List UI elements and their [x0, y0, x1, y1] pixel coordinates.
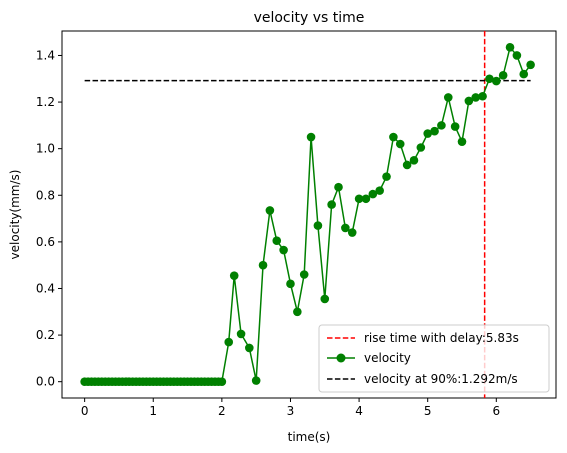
data-point	[498, 70, 508, 80]
legend-box	[318, 324, 550, 393]
y-axis-ticks: 0.0 0.2 0.4 0.6 0.8 1.0 1.2 1.4	[36, 48, 62, 389]
y-tick-label: 0.2	[36, 328, 55, 342]
data-point	[293, 307, 302, 317]
data-point	[272, 236, 282, 246]
data-point	[457, 137, 467, 146]
data-point	[217, 377, 227, 386]
legend-item-velocity: velocity	[327, 351, 411, 365]
data-point	[512, 51, 522, 60]
data-point	[236, 329, 246, 339]
data-point	[416, 143, 426, 152]
y-tick-label: 1.4	[36, 48, 55, 62]
data-point	[437, 121, 446, 130]
data-point	[389, 132, 398, 142]
data-point	[327, 200, 336, 209]
data-point	[306, 132, 316, 142]
y-tick-label: 0.6	[36, 235, 55, 249]
reference-lines	[84, 31, 531, 398]
data-point	[430, 126, 439, 136]
data-point	[334, 182, 343, 192]
data-point	[478, 91, 487, 101]
data-point	[361, 194, 371, 204]
x-axis-label: time(s)	[288, 430, 331, 444]
plot-area: 0 1 2 3 4 5 6 0.0 0.2 0.4 0.6 0.8 1.0 1.2 1.4	[36, 30, 557, 418]
x-tick-label: 6	[492, 404, 500, 418]
data-point	[286, 279, 295, 289]
y-tick-label: 1.0	[36, 142, 55, 156]
data-point	[526, 60, 535, 70]
x-axis-ticks: 0 1 2 3 4 5 6	[81, 398, 500, 418]
data-point	[519, 69, 529, 79]
data-point	[368, 189, 378, 199]
legend: rise time with delay:5.83s velocity velo…	[318, 324, 550, 393]
x-tick-label: 5	[424, 404, 432, 418]
data-point	[485, 74, 494, 84]
data-point	[347, 228, 357, 237]
legend-marker-velocity	[336, 353, 346, 363]
data-point	[299, 270, 309, 279]
data-point	[375, 186, 384, 195]
data-point	[471, 93, 481, 102]
data-point	[341, 223, 350, 233]
data-point	[354, 194, 364, 204]
data-point	[245, 343, 254, 353]
data-point	[224, 337, 234, 347]
data-point	[450, 122, 460, 131]
legend-item-90-percent: velocity at 90%:1.292m/s	[327, 372, 518, 386]
x-tick-label: 3	[287, 404, 295, 418]
data-point	[265, 206, 275, 215]
x-tick-label: 4	[355, 404, 363, 418]
data-point	[409, 156, 419, 165]
y-tick-label: 0.0	[36, 375, 55, 389]
legend-label-90-percent: velocity at 90%:1.292m/s	[364, 372, 518, 386]
data-point	[279, 245, 288, 255]
data-point	[423, 129, 432, 138]
legend-label-rise-time: rise time with delay:5.83s	[364, 331, 519, 345]
data-point	[320, 294, 330, 304]
data-point	[505, 43, 515, 52]
data-point	[313, 221, 323, 230]
data-point	[443, 93, 453, 102]
chart-title: velocity vs time	[254, 10, 365, 26]
data-point	[382, 172, 391, 181]
y-tick-label: 0.8	[36, 188, 55, 202]
y-tick-label: 1.2	[36, 95, 55, 109]
y-tick-label: 0.4	[36, 281, 55, 295]
data-point	[251, 376, 261, 385]
data-point	[402, 160, 412, 170]
data-point	[395, 139, 405, 149]
x-tick-label: 1	[149, 404, 157, 418]
y-axis-label: velocity(mm/s)	[8, 170, 22, 260]
plot-frame	[61, 30, 557, 399]
data-point	[258, 260, 268, 270]
x-tick-label: 2	[218, 404, 226, 418]
data-point	[492, 76, 501, 86]
legend-label-velocity: velocity	[364, 351, 411, 365]
data-point	[229, 271, 239, 280]
legend-item-rise-time: rise time with delay:5.83s	[327, 331, 519, 345]
x-tick-label: 0	[81, 404, 89, 418]
data-point	[464, 96, 474, 106]
series-velocity	[80, 43, 535, 386]
